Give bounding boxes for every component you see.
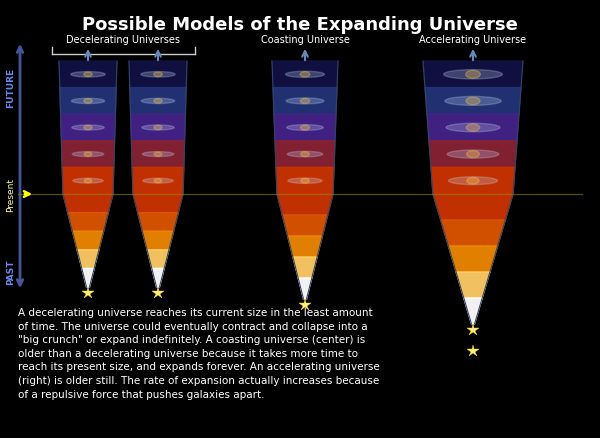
Ellipse shape — [443, 71, 502, 80]
Ellipse shape — [142, 126, 174, 131]
Polygon shape — [129, 62, 187, 88]
Ellipse shape — [71, 99, 104, 104]
Text: Possible Models of the Expanding Universe: Possible Models of the Expanding Univers… — [82, 16, 518, 34]
Polygon shape — [448, 247, 497, 272]
Ellipse shape — [84, 179, 92, 184]
Polygon shape — [427, 115, 519, 141]
Text: PAST: PAST — [7, 259, 16, 284]
Polygon shape — [77, 250, 99, 269]
Polygon shape — [425, 88, 521, 115]
Ellipse shape — [466, 71, 481, 79]
Polygon shape — [273, 88, 337, 115]
Ellipse shape — [467, 151, 479, 158]
Ellipse shape — [72, 126, 104, 131]
Polygon shape — [283, 215, 328, 237]
Ellipse shape — [466, 98, 480, 106]
Text: Present: Present — [7, 177, 16, 212]
Polygon shape — [59, 62, 117, 88]
Ellipse shape — [467, 178, 479, 185]
Ellipse shape — [288, 179, 322, 184]
Text: Decelerating Universes: Decelerating Universes — [66, 35, 180, 45]
Polygon shape — [138, 213, 178, 232]
Ellipse shape — [287, 125, 323, 131]
Polygon shape — [130, 88, 186, 115]
Ellipse shape — [84, 73, 92, 78]
Ellipse shape — [73, 179, 103, 184]
Ellipse shape — [142, 99, 175, 104]
Ellipse shape — [446, 124, 500, 133]
Ellipse shape — [84, 152, 92, 157]
Polygon shape — [131, 115, 185, 141]
Ellipse shape — [301, 152, 310, 157]
Polygon shape — [433, 194, 513, 220]
Polygon shape — [82, 269, 94, 287]
Ellipse shape — [154, 179, 162, 184]
Polygon shape — [133, 194, 183, 213]
Text: A decelerating universe reaches its current size in the least amount
of time. Th: A decelerating universe reaches its curr… — [18, 307, 380, 399]
Ellipse shape — [71, 72, 105, 78]
Ellipse shape — [141, 72, 175, 78]
Ellipse shape — [84, 99, 92, 104]
Ellipse shape — [301, 179, 309, 184]
Ellipse shape — [466, 124, 480, 132]
Ellipse shape — [286, 99, 324, 105]
Ellipse shape — [301, 126, 310, 131]
Ellipse shape — [286, 72, 325, 78]
Ellipse shape — [447, 151, 499, 159]
Ellipse shape — [142, 152, 174, 157]
Ellipse shape — [287, 152, 323, 158]
Polygon shape — [60, 88, 116, 115]
Polygon shape — [423, 62, 523, 88]
Ellipse shape — [72, 152, 104, 157]
Polygon shape — [456, 272, 490, 298]
Polygon shape — [63, 194, 113, 213]
Polygon shape — [429, 141, 517, 168]
Polygon shape — [275, 141, 335, 168]
Ellipse shape — [448, 177, 497, 185]
Polygon shape — [464, 298, 482, 324]
Polygon shape — [276, 168, 334, 194]
Text: Coasting Universe: Coasting Universe — [260, 35, 349, 45]
Ellipse shape — [300, 72, 310, 78]
Polygon shape — [440, 220, 505, 247]
Ellipse shape — [445, 97, 501, 106]
Polygon shape — [152, 269, 164, 287]
Polygon shape — [142, 232, 173, 250]
Polygon shape — [298, 279, 312, 299]
Polygon shape — [431, 168, 515, 194]
Polygon shape — [61, 141, 115, 168]
Polygon shape — [277, 194, 333, 215]
Ellipse shape — [143, 179, 173, 184]
Polygon shape — [73, 232, 104, 250]
Polygon shape — [147, 250, 169, 269]
Polygon shape — [131, 141, 185, 168]
Polygon shape — [293, 258, 317, 279]
Ellipse shape — [154, 99, 162, 104]
Polygon shape — [274, 115, 336, 141]
Text: FUTURE: FUTURE — [7, 68, 16, 108]
Polygon shape — [287, 237, 322, 258]
Ellipse shape — [154, 126, 162, 131]
Ellipse shape — [300, 99, 310, 104]
Polygon shape — [132, 168, 184, 194]
Polygon shape — [272, 62, 338, 88]
Text: Accelerating Universe: Accelerating Universe — [419, 35, 527, 45]
Ellipse shape — [154, 73, 162, 78]
Ellipse shape — [154, 152, 162, 157]
Ellipse shape — [84, 126, 92, 131]
Polygon shape — [68, 213, 108, 232]
Polygon shape — [62, 168, 114, 194]
Polygon shape — [61, 115, 115, 141]
